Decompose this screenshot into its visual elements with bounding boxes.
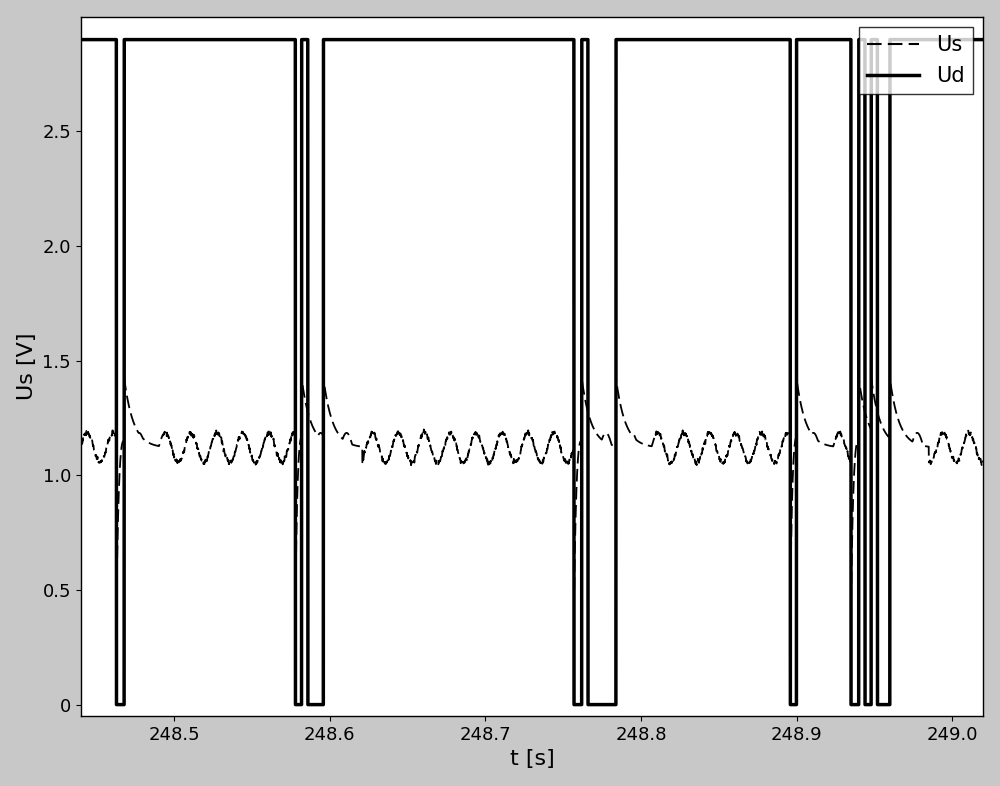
Us	[374, 446, 386, 456]
X-axis label: t [s]: t [s]	[510, 749, 554, 769]
Ud	[525, 35, 537, 44]
Us	[118, 374, 130, 384]
Legend: Us, Ud: Us, Ud	[859, 27, 973, 94]
Ud	[240, 35, 252, 44]
Us	[539, 452, 551, 461]
Us	[110, 597, 122, 606]
Y-axis label: Us [V]: Us [V]	[17, 332, 37, 400]
Line: Ud: Ud	[81, 39, 999, 704]
Us	[525, 433, 537, 443]
Ud	[374, 35, 386, 44]
Ud	[110, 700, 122, 709]
Us	[240, 432, 252, 442]
Us	[808, 428, 820, 438]
Ud	[75, 35, 87, 44]
Line: Us: Us	[81, 379, 999, 601]
Us	[993, 433, 1000, 443]
Ud	[380, 35, 392, 44]
Us	[75, 445, 87, 454]
Ud	[539, 35, 551, 44]
Ud	[808, 35, 820, 44]
Us	[380, 458, 392, 468]
Ud	[993, 700, 1000, 709]
